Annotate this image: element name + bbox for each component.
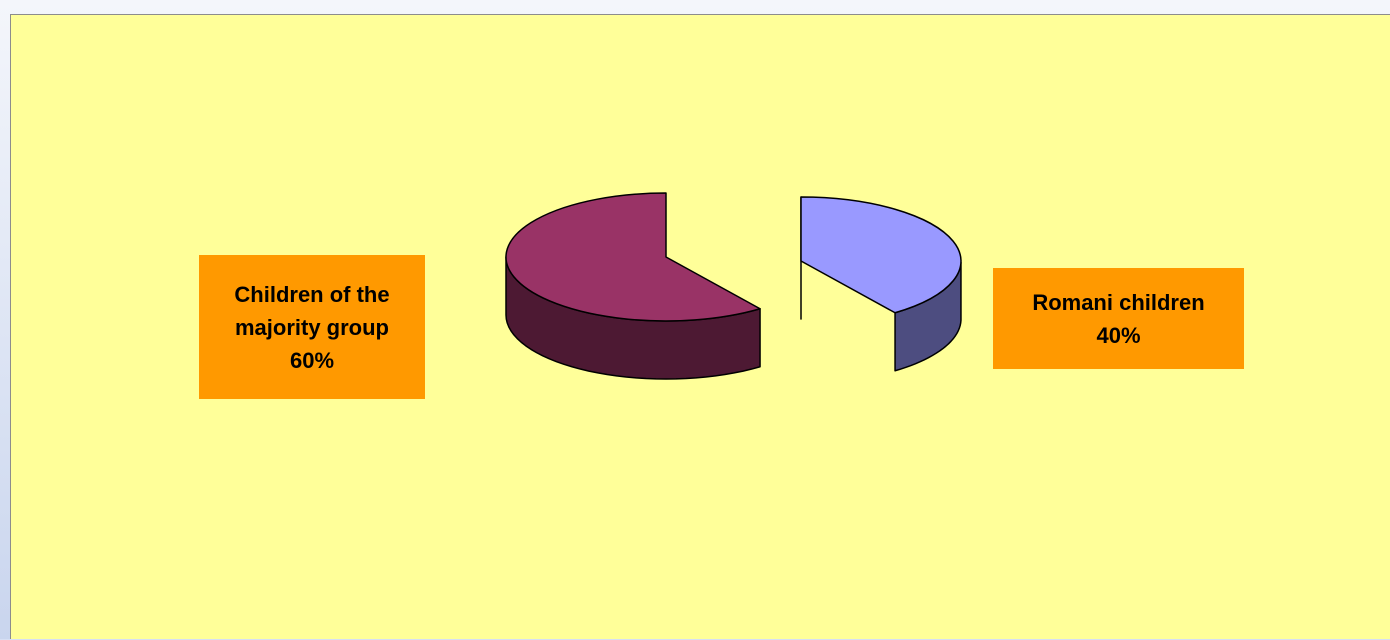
data-label-majority-group-percent: 60% — [289, 347, 335, 373]
pie-slice-romani-children — [800, 196, 962, 314]
data-label-romani-children-percent: 40% — [1096, 322, 1141, 348]
data-label-romani-children-line-1: Romani children — [1032, 289, 1205, 315]
pie-chart — [505, 192, 962, 380]
pie-slice-majority-group — [505, 192, 761, 322]
chart-area: Children of the majority group 60% Roman… — [10, 14, 1390, 639]
data-label-majority-group: Children of the majority group 60% — [199, 255, 425, 399]
data-label-majority-group-line-2: majority group — [234, 314, 389, 340]
data-label-romani-children: Romani children 40% — [993, 268, 1244, 369]
data-label-majority-group-line-1: Children of the — [234, 281, 390, 307]
